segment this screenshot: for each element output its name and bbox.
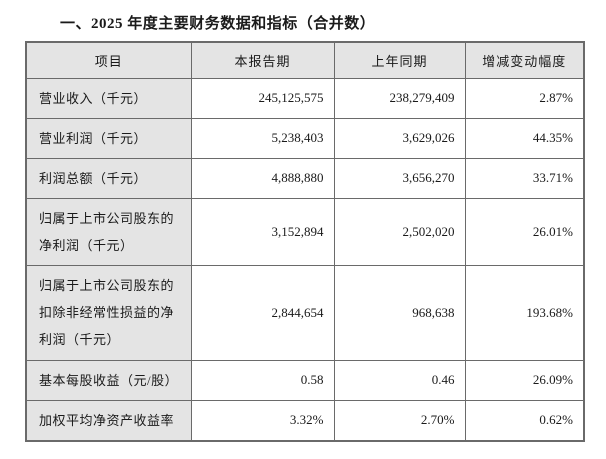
current-period-value: 4,888,880 bbox=[190, 157, 335, 199]
row-label: 营业收入（千元） bbox=[25, 77, 192, 119]
row-label: 基本每股收益（元/股） bbox=[25, 359, 192, 401]
change-value: 2.87% bbox=[464, 77, 585, 119]
change-value: 44.35% bbox=[464, 117, 585, 159]
current-period-value: 0.58 bbox=[190, 359, 335, 401]
current-period-value: 245,125,575 bbox=[190, 77, 335, 119]
change-value: 26.09% bbox=[464, 359, 585, 401]
financial-summary-table: 项目 本报告期 上年同期 增减变动幅度 营业收入（千元） 245,125,575… bbox=[25, 41, 585, 442]
prior-period-value: 0.46 bbox=[333, 359, 466, 401]
current-period-value: 3,152,894 bbox=[190, 197, 335, 266]
current-period-value: 5,238,403 bbox=[190, 117, 335, 159]
col-header-item: 项目 bbox=[25, 41, 192, 79]
change-value: 193.68% bbox=[464, 264, 585, 361]
table-row-basic-eps: 基本每股收益（元/股） 0.58 0.46 26.09% bbox=[25, 359, 585, 401]
row-label: 归属于上市公司股东的扣除非经常性损益的净利润（千元） bbox=[25, 264, 192, 361]
prior-period-value: 2.70% bbox=[333, 399, 466, 441]
row-label: 加权平均净资产收益率 bbox=[25, 399, 192, 441]
table-row-total-profit: 利润总额（千元） 4,888,880 3,656,270 33.71% bbox=[25, 157, 585, 199]
col-header-prior-period: 上年同期 bbox=[333, 41, 466, 79]
table-row-net-profit-excl-nonrecurring: 归属于上市公司股东的扣除非经常性损益的净利润（千元） 2,844,654 968… bbox=[25, 264, 585, 361]
change-value: 0.62% bbox=[464, 399, 585, 441]
row-label: 利润总额（千元） bbox=[25, 157, 192, 199]
table-row-operating-profit: 营业利润（千元） 5,238,403 3,629,026 44.35% bbox=[25, 117, 585, 159]
change-value: 33.71% bbox=[464, 157, 585, 199]
prior-period-value: 3,629,026 bbox=[333, 117, 466, 159]
prior-period-value: 2,502,020 bbox=[333, 197, 466, 266]
current-period-value: 3.32% bbox=[190, 399, 335, 441]
table-row-net-profit-attributable: 归属于上市公司股东的净利润（千元） 3,152,894 2,502,020 26… bbox=[25, 197, 585, 266]
table-header-row: 项目 本报告期 上年同期 增减变动幅度 bbox=[25, 41, 585, 79]
prior-period-value: 3,656,270 bbox=[333, 157, 466, 199]
section-title: 一、2025 年度主要财务数据和指标（合并数） bbox=[60, 16, 376, 32]
row-label: 归属于上市公司股东的净利润（千元） bbox=[25, 197, 192, 266]
table-row-operating-revenue: 营业收入（千元） 245,125,575 238,279,409 2.87% bbox=[25, 77, 585, 119]
prior-period-value: 968,638 bbox=[333, 264, 466, 361]
col-header-change: 增减变动幅度 bbox=[464, 41, 585, 79]
current-period-value: 2,844,654 bbox=[190, 264, 335, 361]
table-row-weighted-avg-roe: 加权平均净资产收益率 3.32% 2.70% 0.62% bbox=[25, 399, 585, 441]
col-header-current-period: 本报告期 bbox=[190, 41, 335, 79]
change-value: 26.01% bbox=[464, 197, 585, 266]
row-label: 营业利润（千元） bbox=[25, 117, 192, 159]
prior-period-value: 238,279,409 bbox=[333, 77, 466, 119]
